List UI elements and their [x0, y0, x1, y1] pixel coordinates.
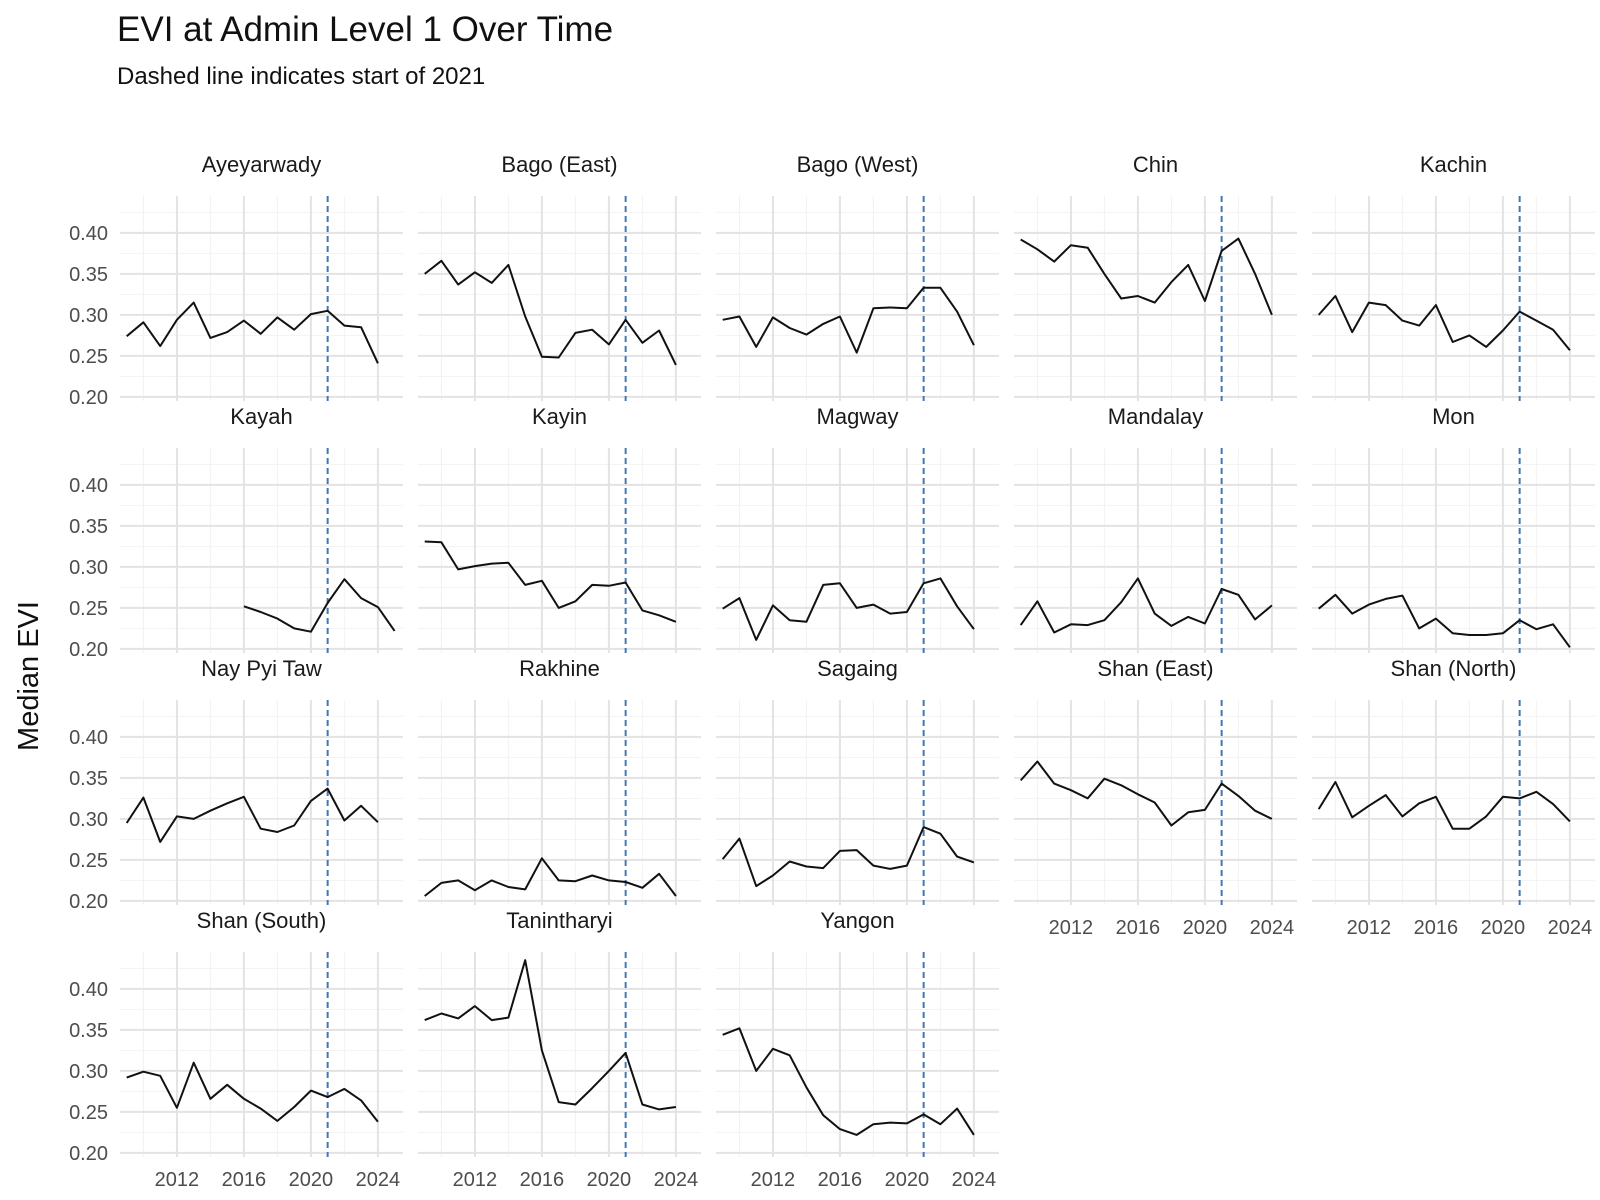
facet-title: Mon [1432, 404, 1475, 429]
x-tick-label: 2012 [155, 1169, 200, 1191]
series-line [721, 826, 975, 888]
chart-title: EVI at Admin Level 1 Over Time [117, 10, 614, 49]
facet-title: Tanintharyi [506, 908, 612, 933]
facet-panel: Mandalay [1014, 404, 1297, 653]
facet-panel: Kayah 0.20 0.25 0.30 0.35 0.40 [69, 404, 403, 661]
facet-title: Yangon [820, 908, 894, 933]
facet-title: Chin [1133, 152, 1178, 177]
facet-panel: Mon [1312, 404, 1595, 653]
facet-panel: Bago (West) [716, 152, 999, 401]
x-tick-label: 2016 [1414, 917, 1459, 939]
series-line [1318, 593, 1571, 648]
facet-panel: Kayin [418, 404, 701, 653]
facet-panel: Tanintharyi 2012 2016 2020 2024 [418, 908, 701, 1191]
series-line [1317, 295, 1571, 351]
facet-title: Sagaing [817, 656, 898, 681]
y-tick-label: 0.40 [69, 223, 108, 245]
facet-title: Kayah [230, 404, 292, 429]
facet-title: Ayeyarwady [202, 152, 321, 177]
x-tick-label: 2012 [1347, 917, 1392, 939]
series-line [722, 1027, 975, 1136]
y-tick-label: 0.20 [69, 891, 108, 913]
y-tick-label: 0.25 [69, 346, 108, 368]
facet-panel: Ayeyarwady 0.20 0.25 0.30 0.35 0.40 [69, 152, 403, 409]
facet-panel: Nay Pyi Taw 0.20 0.25 0.30 0.35 0.40 [69, 656, 403, 913]
facet-title: Bago (West) [797, 152, 919, 177]
x-tick-label: 2020 [1481, 917, 1526, 939]
y-tick-label: 0.35 [69, 264, 108, 286]
chart-subtitle: Dashed line indicates start of 2021 [117, 63, 486, 90]
facet-panel: Shan (North) 2012 2016 2020 2024 [1312, 656, 1595, 939]
facet-panel: Bago (East) [418, 152, 701, 401]
facet-title: Kachin [1420, 152, 1487, 177]
facet-panel: Chin [1014, 152, 1297, 401]
x-tick-label: 2020 [289, 1169, 334, 1191]
facet-title: Rakhine [519, 656, 600, 681]
series-line [424, 540, 677, 623]
y-tick-label: 0.35 [69, 768, 108, 790]
y-tick-label: 0.35 [69, 516, 108, 538]
facet-title: Kayin [532, 404, 587, 429]
x-tick-label: 2024 [1250, 917, 1295, 939]
y-axis-label: Median EVI [13, 601, 45, 751]
x-tick-label: 2020 [1183, 917, 1228, 939]
x-tick-label: 2016 [222, 1169, 267, 1191]
facet-title: Shan (North) [1391, 656, 1517, 681]
facet-title: Magway [817, 404, 899, 429]
facet-title: Bago (East) [501, 152, 617, 177]
series-line [125, 787, 379, 843]
facet-panel: Sagaing [716, 656, 999, 905]
y-tick-label: 0.40 [69, 979, 108, 1001]
x-tick-label: 2024 [1548, 917, 1593, 939]
series-line [1019, 577, 1273, 634]
y-tick-label: 0.30 [69, 809, 108, 831]
facet-panel: Magway [716, 404, 999, 653]
y-tick-label: 0.30 [69, 1061, 108, 1083]
y-tick-label: 0.20 [69, 1143, 108, 1165]
series-line [424, 959, 677, 1111]
y-tick-label: 0.35 [69, 1020, 108, 1042]
x-tick-label: 2024 [356, 1169, 401, 1191]
facet-panel: Kachin [1312, 152, 1595, 401]
y-tick-label: 0.25 [69, 850, 108, 872]
facet-title: Shan (South) [197, 908, 327, 933]
x-tick-label: 2016 [818, 1169, 863, 1191]
series-line [1019, 760, 1273, 827]
x-tick-label: 2024 [952, 1169, 997, 1191]
facet-title: Mandalay [1108, 404, 1203, 429]
series-line [424, 259, 677, 366]
series-line [722, 577, 975, 641]
x-tick-label: 2012 [453, 1169, 498, 1191]
y-tick-label: 0.40 [69, 727, 108, 749]
y-tick-label: 0.20 [69, 387, 108, 409]
facet-panel: Shan (East) 2012 2016 2020 2024 [1014, 656, 1297, 939]
series-line [1020, 237, 1273, 316]
y-tick-label: 0.30 [69, 305, 108, 327]
series-line [243, 578, 396, 633]
series-line [1317, 781, 1571, 830]
facet-title: Shan (East) [1097, 656, 1213, 681]
facet-panel: Shan (South) 0.20 0.25 0.30 0.35 0.40 2012 2016… [69, 908, 403, 1191]
x-tick-label: 2016 [520, 1169, 565, 1191]
x-tick-label: 2016 [1116, 917, 1161, 939]
x-tick-label: 2012 [751, 1169, 796, 1191]
series-line [126, 1061, 379, 1123]
facet-title: Nay Pyi Taw [201, 656, 322, 681]
facet-panel: Yangon 2012 2016 2020 2024 [716, 908, 999, 1191]
x-tick-label: 2012 [1049, 917, 1094, 939]
y-tick-label: 0.40 [69, 475, 108, 497]
series-line [126, 301, 379, 364]
y-tick-label: 0.30 [69, 557, 108, 579]
series-line [424, 857, 677, 897]
series-line [722, 286, 975, 354]
x-tick-label: 2020 [587, 1169, 632, 1191]
y-tick-label: 0.25 [69, 1102, 108, 1124]
x-tick-label: 2020 [885, 1169, 930, 1191]
x-tick-label: 2024 [654, 1169, 699, 1191]
y-tick-label: 0.25 [69, 598, 108, 620]
facet-panel: Rakhine [418, 656, 701, 905]
y-tick-label: 0.20 [69, 639, 108, 661]
